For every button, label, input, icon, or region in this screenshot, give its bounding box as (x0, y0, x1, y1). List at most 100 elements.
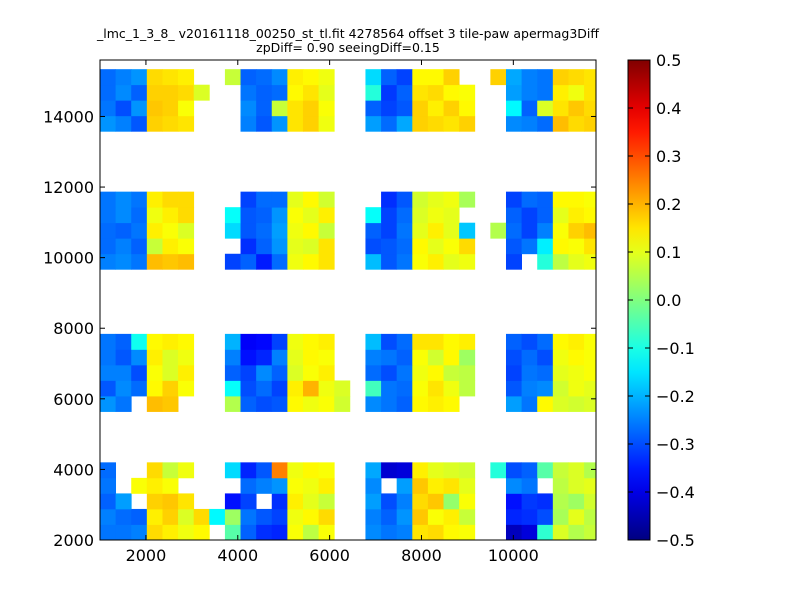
heatmap-cell (396, 364, 413, 381)
heatmap-cell (365, 349, 382, 366)
heatmap-cell (287, 100, 304, 117)
heatmap-cell (381, 333, 398, 350)
heatmap-cell (115, 100, 132, 117)
heatmap-cell (271, 477, 288, 494)
heatmap-cell (365, 207, 382, 224)
heatmap-cell (287, 349, 304, 366)
heatmap-cell (365, 84, 382, 101)
heatmap-cell (568, 524, 585, 540)
colorbar-tick-label: 0.1 (656, 243, 681, 262)
heatmap-cell (552, 253, 569, 270)
x-tick-label: 2000 (126, 546, 167, 565)
heatmap-cell (459, 100, 476, 117)
heatmap-cell (146, 380, 163, 397)
heatmap-cell (537, 238, 554, 255)
heatmap-cell (287, 115, 304, 132)
heatmap-cell (443, 115, 460, 132)
heatmap-cell (365, 238, 382, 255)
heatmap-cell (271, 69, 288, 86)
heatmap-cell (381, 524, 398, 540)
heatmap-cell (412, 364, 429, 381)
heatmap-cell (381, 380, 398, 397)
heatmap-cell (552, 524, 569, 540)
heatmap-cell (240, 69, 257, 86)
heatmap-cell (537, 364, 554, 381)
heatmap-cell (427, 462, 444, 479)
heatmap-cell (271, 115, 288, 132)
heatmap-cell (271, 493, 288, 510)
heatmap-cell (396, 477, 413, 494)
heatmap-cell (365, 493, 382, 510)
heatmap-cell (365, 100, 382, 117)
heatmap-cell (459, 380, 476, 397)
heatmap-cell (162, 222, 179, 239)
heatmap-cell (256, 380, 273, 397)
heatmap-cell (427, 524, 444, 540)
heatmap-cell (459, 191, 476, 208)
heatmap-cell (287, 508, 304, 525)
heatmap-cell (162, 477, 179, 494)
heatmap-cell (131, 222, 148, 239)
heatmap-cell (537, 524, 554, 540)
heatmap-cell (584, 253, 596, 270)
heatmap-cell (146, 524, 163, 540)
heatmap-cell (412, 222, 429, 239)
heatmap-cell (302, 364, 319, 381)
heatmap-cell (412, 191, 429, 208)
heatmap-cell (178, 333, 195, 350)
heatmap-cell (396, 222, 413, 239)
heatmap-cell (396, 100, 413, 117)
heatmap-cell (537, 115, 554, 132)
heatmap-cell (552, 222, 569, 239)
heatmap-cell (568, 69, 585, 86)
heatmap-cell (537, 380, 554, 397)
heatmap-cell (412, 508, 429, 525)
heatmap-cell (256, 207, 273, 224)
heatmap-cell (505, 349, 522, 366)
heatmap-cell (318, 69, 335, 86)
heatmap-cell (459, 84, 476, 101)
heatmap-cell (162, 253, 179, 270)
heatmap-cell (302, 477, 319, 494)
heatmap-cell (552, 191, 569, 208)
heatmap-cell (584, 524, 596, 540)
heatmap-cell (271, 524, 288, 540)
heatmap-cell (521, 100, 538, 117)
heatmap-cell (521, 238, 538, 255)
heatmap-cell (318, 477, 335, 494)
heatmap-cell (365, 115, 382, 132)
heatmap-cell (552, 508, 569, 525)
heatmap-cell (240, 84, 257, 101)
heatmap-cell (302, 207, 319, 224)
heatmap-cell (271, 364, 288, 381)
colorbar-tick-label: −0.5 (656, 531, 695, 550)
heatmap-cell (131, 524, 148, 540)
heatmap-cell (521, 207, 538, 224)
heatmap-cell (287, 396, 304, 412)
heatmap-cell (568, 191, 585, 208)
heatmap-cell (427, 238, 444, 255)
heatmap-cell (443, 493, 460, 510)
heatmap-cell (287, 222, 304, 239)
heatmap-cell (131, 253, 148, 270)
heatmap-cell (318, 380, 335, 397)
heatmap-cell (396, 207, 413, 224)
heatmap-cell (131, 477, 148, 494)
heatmap-cell (365, 333, 382, 350)
heatmap-cell (584, 84, 596, 101)
heatmap-cell (224, 396, 241, 412)
heatmap-cell (178, 69, 195, 86)
colorbar-tick-label: −0.4 (656, 483, 695, 502)
heatmap-cell (100, 524, 117, 540)
heatmap-cell (568, 238, 585, 255)
heatmap-cell (131, 508, 148, 525)
heatmap-cell (381, 364, 398, 381)
heatmap-cell (224, 462, 241, 479)
heatmap-cell (100, 477, 117, 494)
x-tick-label: 10000 (488, 546, 539, 565)
heatmap-cell (224, 349, 241, 366)
heatmap-cell (537, 191, 554, 208)
heatmap-cell (505, 493, 522, 510)
heatmap-cell (271, 333, 288, 350)
heatmap-cell (427, 191, 444, 208)
